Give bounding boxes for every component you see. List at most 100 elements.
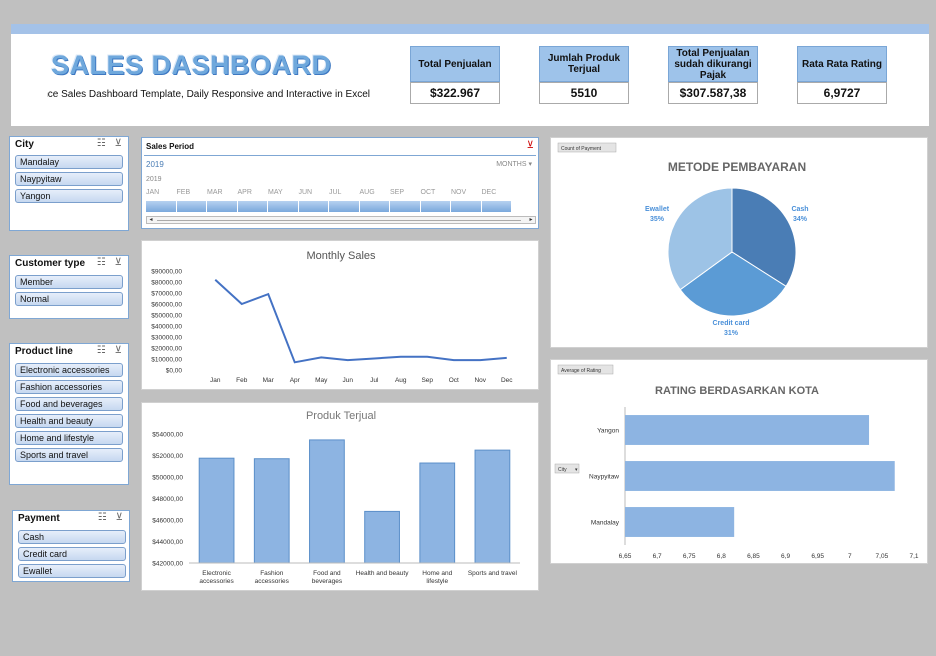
slicer-title: Customer type	[15, 258, 85, 269]
slicer-title: Product line	[15, 346, 73, 357]
x-tick-label: Jul	[370, 377, 379, 384]
multi-select-icon[interactable]: ☷	[98, 512, 107, 523]
kpi-label: Jumlah Produk Terjual	[539, 46, 629, 82]
timeline-scrollbar[interactable]: ◂ ▸	[146, 216, 536, 224]
scroll-right-icon[interactable]: ▸	[527, 216, 535, 224]
slicer-item[interactable]: Credit card	[18, 547, 126, 561]
y-tick-label: $60000,00	[151, 302, 182, 309]
y-tick-label: $50000,00	[152, 475, 183, 482]
slicer-item[interactable]: Electronic accessories	[15, 363, 123, 377]
kpi-label: Rata Rata Rating	[797, 46, 887, 82]
x-tick-label: Feb	[236, 377, 248, 384]
pie-label: Cash	[791, 206, 808, 213]
pie-percent: 35%	[650, 216, 665, 223]
timeline-month-segment[interactable]	[329, 201, 359, 212]
slicer-item[interactable]: Sports and travel	[15, 448, 123, 462]
slicer-item[interactable]: Food and beverages	[15, 397, 123, 411]
products-sold-chart-panel: Produk Terjual $42000,00 $44000,00 $46000,0…	[141, 402, 539, 591]
timeline-month-segment[interactable]	[421, 201, 451, 212]
timeline-month-segment[interactable]	[207, 201, 237, 212]
timeline-month-label: NOV	[451, 189, 482, 196]
slicer-item[interactable]: Cash	[18, 530, 126, 544]
y-tick-label: $20000,00	[151, 346, 182, 353]
slicer-title: Payment	[18, 513, 60, 524]
bar	[365, 511, 400, 563]
clear-filter-icon[interactable]: ⊻	[116, 512, 123, 523]
slicer-item[interactable]: Normal	[15, 292, 123, 306]
pie-label: Credit card	[713, 320, 750, 327]
y-tick-label: $52000,00	[152, 453, 183, 460]
timeline-month-label: JAN	[146, 189, 177, 196]
timeline-month-segment[interactable]	[360, 201, 390, 212]
dashboard-header: SALES DASHBOARD Performance Sales Dashbo…	[11, 24, 929, 126]
x-tick-label: 6,85	[747, 553, 760, 560]
slicer-item[interactable]: Health and beauty	[15, 414, 123, 428]
scroll-left-icon[interactable]: ◂	[147, 216, 155, 224]
kpi-label: Total Penjualan sudah dikurangi Pajak	[668, 46, 758, 82]
x-tick-label: Jun	[343, 377, 354, 384]
multi-select-icon[interactable]: ☷	[97, 257, 106, 268]
page-title: SALES DASHBOARD	[51, 50, 332, 81]
clear-filter-icon[interactable]: ⊻	[115, 345, 122, 356]
payment-method-chart-panel: Count of Payment METODE PEMBAYARAN Cash 34%…	[550, 137, 928, 348]
x-tick-label: 6,95	[811, 553, 824, 560]
chart-title: RATING BERDASARKAN KOTA	[655, 385, 819, 397]
y-tick-label: Mandalay	[591, 520, 620, 527]
y-tick-label: $10000,00	[151, 357, 182, 364]
multi-select-icon[interactable]: ☷	[97, 345, 106, 356]
y-tick-label: $40000,00	[151, 324, 182, 331]
slicer-controls: ☷ ⊻	[97, 345, 122, 356]
timeline-month-segment[interactable]	[451, 201, 481, 212]
x-tick-label: Dec	[501, 377, 513, 384]
multi-select-icon[interactable]: ☷	[97, 138, 106, 149]
x-tick-label: 7,1	[909, 553, 918, 560]
timeline-sales-period: Sales Period ⊻ 2019 MONTHS ▾ 2019 JAN FEB…	[141, 137, 539, 229]
y-tick-label: $54000,00	[152, 432, 183, 439]
timeline-level-dropdown[interactable]: MONTHS ▾	[496, 160, 532, 168]
slicer-item[interactable]: Home and lifestyle	[15, 431, 123, 445]
x-tick-label: Jan	[210, 377, 221, 384]
timeline-month-segment[interactable]	[299, 201, 329, 212]
slicer-item[interactable]: Member	[15, 275, 123, 289]
kpi-average-rating: Rata Rata Rating 6,9727	[797, 46, 887, 104]
y-tick-label: $50000,00	[151, 313, 182, 320]
bar	[310, 440, 345, 563]
slicer-item[interactable]: Ewallet	[18, 564, 126, 578]
kpi-total-sales: Total Penjualan $322.967	[410, 46, 500, 104]
kpi-products-sold: Jumlah Produk Terjual 5510	[539, 46, 629, 104]
timeline-month-segment[interactable]	[390, 201, 420, 212]
clear-filter-icon[interactable]: ⊻	[527, 140, 534, 151]
clear-filter-icon[interactable]: ⊻	[115, 257, 122, 268]
x-tick-label: Electronic accessories	[199, 570, 234, 585]
timeline-month-segment[interactable]	[482, 201, 512, 212]
timeline-range-bar[interactable]	[146, 201, 512, 212]
timeline-month-segment[interactable]	[177, 201, 207, 212]
bar	[475, 450, 510, 563]
kpi-value: 6,9727	[797, 82, 887, 104]
timeline-month-label: AUG	[360, 189, 391, 196]
slicer-title: City	[15, 139, 34, 150]
timeline-month-segment[interactable]	[268, 201, 298, 212]
y-tick-label: Yangon	[597, 428, 619, 435]
y-tick-label: $70000,00	[151, 291, 182, 298]
slicer-item[interactable]: Mandalay	[15, 155, 123, 169]
header-accent-bar	[11, 24, 929, 34]
slicer-payment: Payment ☷ ⊻ Cash Credit card Ewallet	[12, 510, 130, 582]
sales-line	[215, 280, 507, 363]
x-tick-label: Oct	[449, 377, 459, 384]
timeline-selected-year: 2019	[146, 160, 164, 169]
slicer-item[interactable]: Naypyitaw	[15, 172, 123, 186]
slicer-item[interactable]: Fashion accessories	[15, 380, 123, 394]
clear-filter-icon[interactable]: ⊻	[115, 138, 122, 149]
slicer-controls: ☷ ⊻	[97, 257, 122, 268]
kpi-sales-after-tax: Total Penjualan sudah dikurangi Pajak $3…	[668, 46, 758, 104]
slicer-item[interactable]: Yangon	[15, 189, 123, 203]
timeline-month-label: JUN	[299, 189, 330, 196]
timeline-month-label: OCT	[421, 189, 452, 196]
timeline-month-label: FEB	[177, 189, 208, 196]
timeline-month-segment[interactable]	[238, 201, 268, 212]
slicer-controls: ☷ ⊻	[97, 138, 122, 149]
y-tick-label: Naypyitaw	[589, 474, 619, 481]
x-tick-label: 7,05	[876, 553, 889, 560]
timeline-month-segment[interactable]	[146, 201, 176, 212]
